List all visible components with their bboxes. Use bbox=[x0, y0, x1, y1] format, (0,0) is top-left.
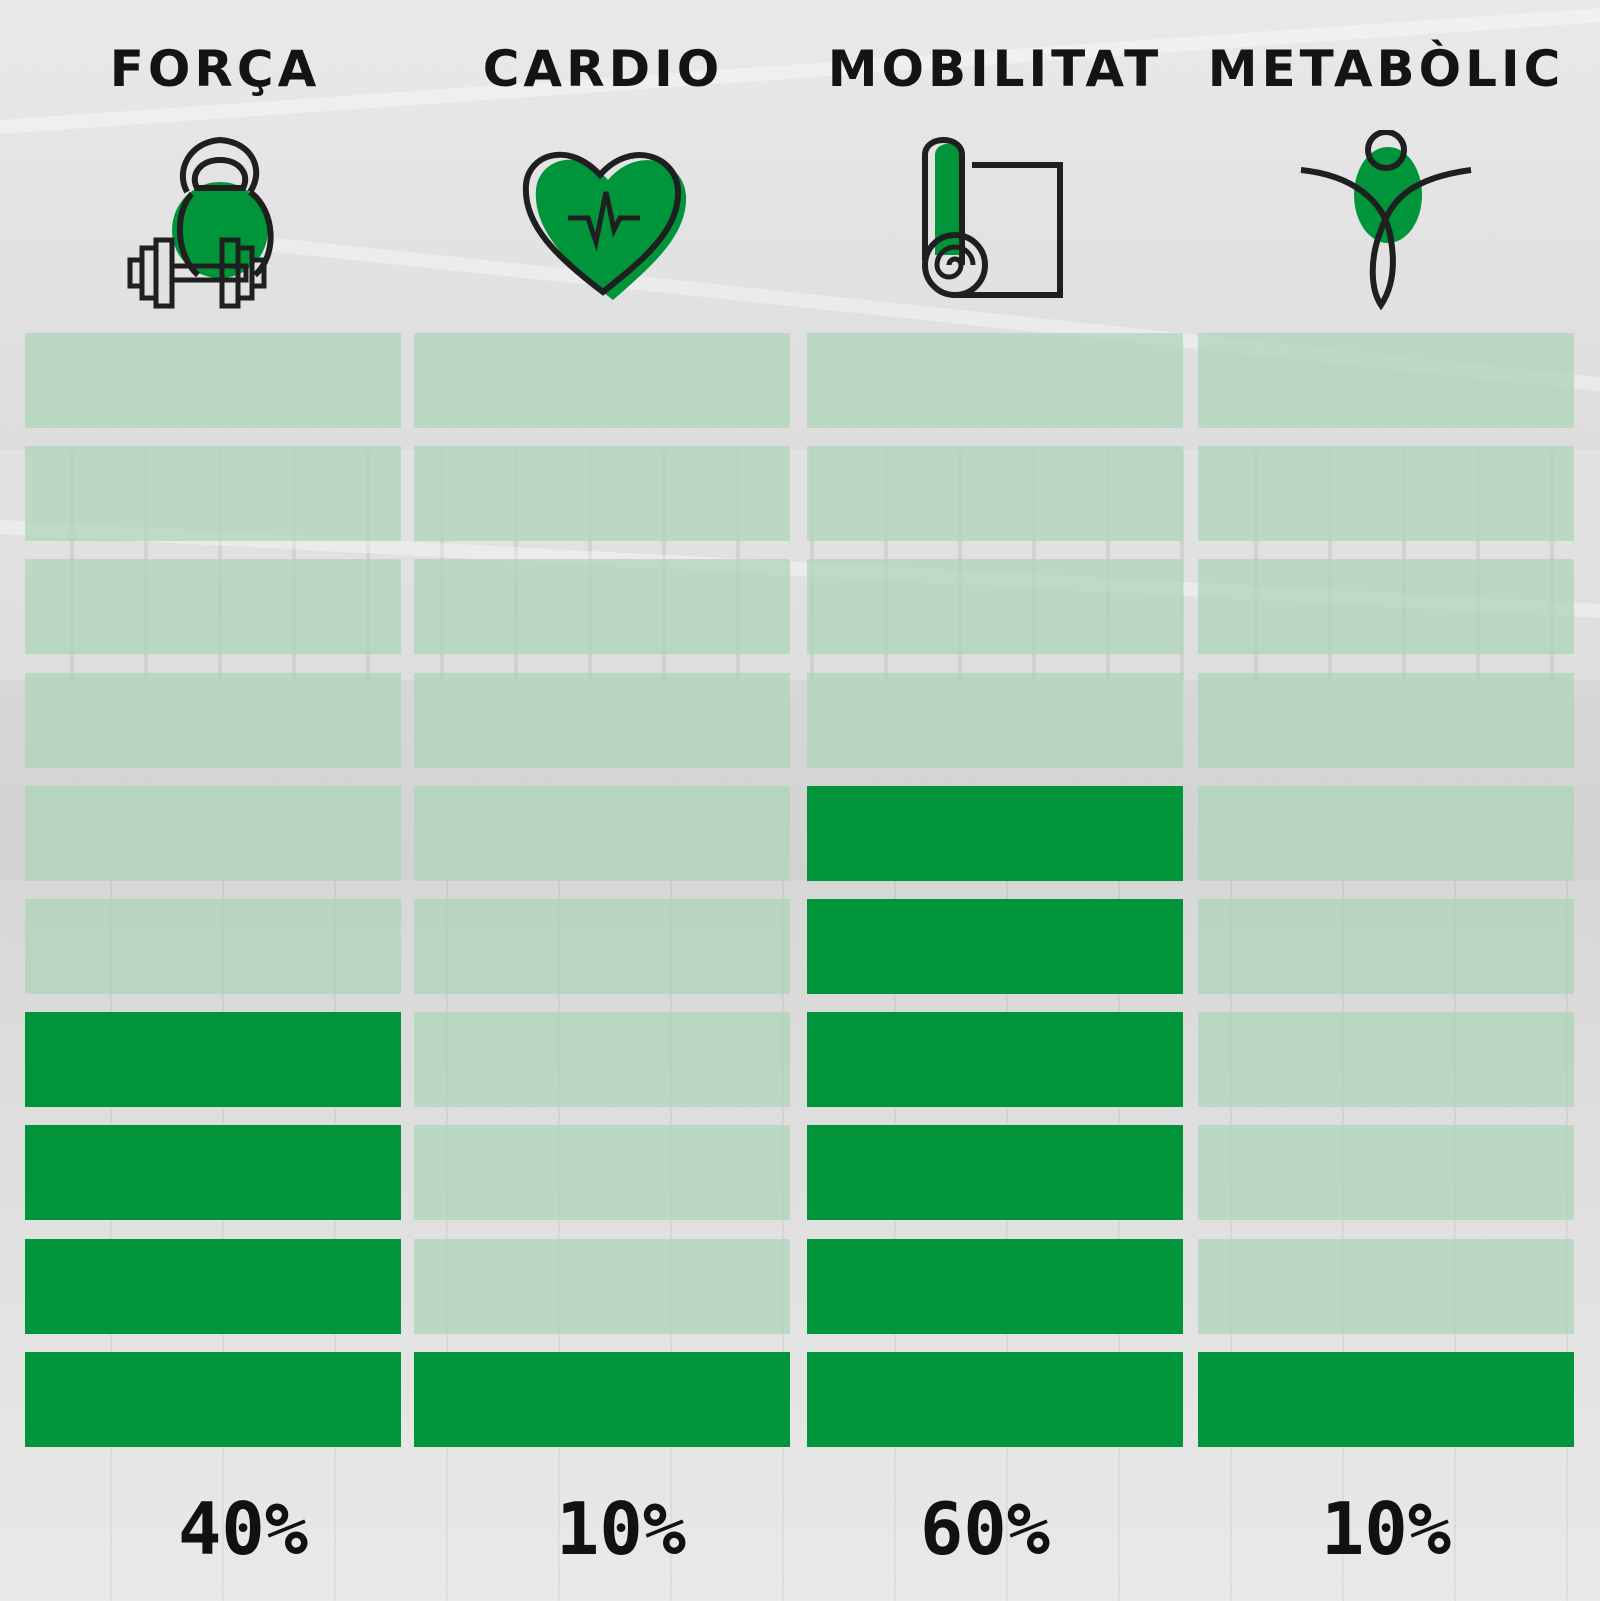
yoga-mat-icon bbox=[922, 137, 1063, 298]
bar-segment-mobilitat-3-filled bbox=[807, 1125, 1183, 1220]
bar-segment-metabolic-3-empty bbox=[1198, 1125, 1574, 1220]
stretching-person-icon-wrap bbox=[1190, 130, 1582, 310]
bar-segment-metabolic-1-filled bbox=[1198, 1352, 1574, 1447]
bar-segment-metabolic-8-empty bbox=[1198, 559, 1574, 654]
bar-segment-forca-5-empty bbox=[25, 899, 401, 994]
bar-segment-cardio-7-empty bbox=[414, 673, 790, 768]
bar-segment-forca-8-empty bbox=[25, 559, 401, 654]
bar-segment-mobilitat-6-filled bbox=[807, 786, 1183, 881]
category-label-mobilitat: MOBILITAT bbox=[827, 40, 1163, 98]
value-label-mobilitat: 60% bbox=[919, 1487, 1051, 1571]
bar-segment-metabolic-10-empty bbox=[1198, 333, 1574, 428]
bar-segment-forca-6-empty bbox=[25, 786, 401, 881]
bar-segment-cardio-3-empty bbox=[414, 1125, 790, 1220]
bar-segment-metabolic-4-empty bbox=[1198, 1012, 1574, 1107]
value-label-cardio: 10% bbox=[555, 1487, 687, 1571]
bar-segment-cardio-8-empty bbox=[414, 559, 790, 654]
bar-segment-forca-2-filled bbox=[25, 1239, 401, 1334]
bar-segment-metabolic-2-empty bbox=[1198, 1239, 1574, 1334]
bar-segment-metabolic-5-empty bbox=[1198, 899, 1574, 994]
bar-segment-forca-10-empty bbox=[25, 333, 401, 428]
category-label-cardio: CARDIO bbox=[482, 40, 724, 98]
stretching-person-icon bbox=[1300, 130, 1472, 310]
value-label-metabolic: 10% bbox=[1320, 1487, 1452, 1571]
bar-segment-mobilitat-5-filled bbox=[807, 899, 1183, 994]
kettlebell-dumbbell-icon bbox=[127, 136, 274, 309]
bar-segment-cardio-4-empty bbox=[414, 1012, 790, 1107]
bar-segment-forca-1-filled bbox=[25, 1352, 401, 1447]
bar-segment-mobilitat-8-empty bbox=[807, 559, 1183, 654]
bar-segment-cardio-5-empty bbox=[414, 899, 790, 994]
bar-segment-metabolic-9-empty bbox=[1198, 446, 1574, 541]
heart-pulse-icon bbox=[522, 151, 687, 300]
bar-segment-metabolic-6-empty bbox=[1198, 786, 1574, 881]
bar-segment-forca-7-empty bbox=[25, 673, 401, 768]
bar-segment-mobilitat-2-filled bbox=[807, 1239, 1183, 1334]
bar-segment-mobilitat-9-empty bbox=[807, 446, 1183, 541]
bar-segment-cardio-6-empty bbox=[414, 786, 790, 881]
bar-segment-cardio-9-empty bbox=[414, 446, 790, 541]
kettlebell-dumbbell-icon-wrap bbox=[19, 130, 411, 310]
heart-pulse-icon-wrap bbox=[407, 130, 799, 310]
bar-segment-mobilitat-10-empty bbox=[807, 333, 1183, 428]
yoga-mat-icon-wrap bbox=[799, 130, 1191, 310]
bar-segment-cardio-1-filled bbox=[414, 1352, 790, 1447]
category-label-metabolic: METABÒLIC bbox=[1207, 40, 1565, 98]
bar-segment-cardio-2-empty bbox=[414, 1239, 790, 1334]
category-label-forca: FORÇA bbox=[109, 40, 321, 98]
value-label-forca: 40% bbox=[177, 1487, 309, 1571]
bar-segment-metabolic-7-empty bbox=[1198, 673, 1574, 768]
bar-segment-mobilitat-7-empty bbox=[807, 673, 1183, 768]
bar-segment-forca-3-filled bbox=[25, 1125, 401, 1220]
bar-segment-forca-4-filled bbox=[25, 1012, 401, 1107]
bar-segment-forca-9-empty bbox=[25, 446, 401, 541]
bar-segment-mobilitat-1-filled bbox=[807, 1352, 1183, 1447]
bar-segment-cardio-10-empty bbox=[414, 333, 790, 428]
bar-segment-mobilitat-4-filled bbox=[807, 1012, 1183, 1107]
